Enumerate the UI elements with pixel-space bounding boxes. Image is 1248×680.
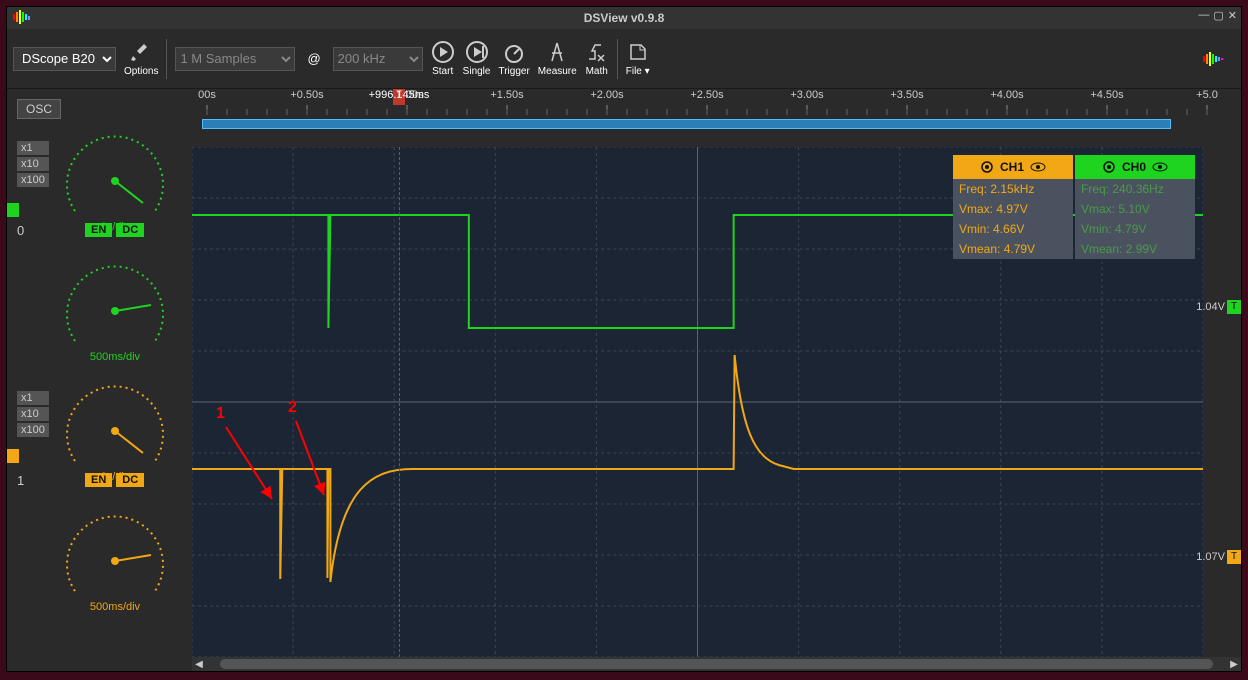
annotation-2: 2	[288, 399, 297, 417]
osc-mode-button[interactable]: OSC	[17, 99, 61, 119]
trigger-button[interactable]: Trigger	[498, 40, 529, 77]
app-logo-icon	[13, 10, 31, 24]
ch1-x10-button[interactable]: x10	[17, 407, 49, 421]
right-axis: 1.04V T 1.07V T	[1203, 147, 1241, 657]
samples-select[interactable]: 1 M Samples	[175, 47, 295, 71]
ruler-ticks	[192, 105, 1241, 117]
file-button[interactable]: File ▾	[626, 40, 650, 77]
plot-canvas[interactable]: 0 1 CH1 Freq: 2.15kHz Vmax: 4.97V	[192, 147, 1203, 657]
ch0-number: 0	[17, 223, 24, 238]
ruler-tick: +0.50s	[290, 89, 323, 101]
ch1-vmax: Vmax: 4.97V	[953, 199, 1073, 219]
ch0-tdiv-dial[interactable]: 500ms/div	[65, 261, 165, 361]
math-button[interactable]: Math	[585, 40, 609, 77]
ch0-x100-button[interactable]: x100	[17, 173, 49, 187]
ch1-enable-button[interactable]: EN	[85, 473, 112, 487]
ch1-panel-header: CH1	[953, 155, 1073, 179]
ruler-tick: +3.00s	[790, 89, 823, 101]
at-label: @	[307, 51, 320, 66]
gauge-icon	[502, 40, 526, 64]
ruler-tick: +5.0	[1196, 89, 1218, 101]
ch1-vmean: Vmean: 4.79V	[953, 239, 1073, 259]
toolbar: DScope B20 Options 1 M Samples @ 200 kHz…	[7, 29, 1241, 89]
ch1-tdiv-label: 500ms/div	[65, 601, 165, 613]
scroll-thumb[interactable]	[220, 659, 1213, 669]
ch0-freq: Freq: 240.36Hz	[1075, 179, 1195, 199]
options-button[interactable]: Options	[124, 40, 158, 77]
ch0-coupling-button[interactable]: DC	[116, 223, 144, 237]
start-button[interactable]: Start	[431, 40, 455, 77]
ch0-vmin: Vmin: 4.79V	[1075, 219, 1195, 239]
time-ruler[interactable]: 00s +0.50s +1.00s +1.50s +2.00s +2.50s +…	[192, 89, 1241, 117]
gear-icon[interactable]	[1102, 160, 1116, 174]
ch0-tdiv-label: 500ms/div	[65, 351, 165, 363]
waveform-area: 00s +0.50s +1.00s +1.50s +2.00s +2.50s +…	[192, 89, 1241, 671]
math-icon	[585, 40, 609, 64]
measure-button[interactable]: Measure	[538, 40, 577, 77]
trig-ch0-marker[interactable]: T	[1227, 300, 1241, 314]
cursor-label[interactable]: +996.145msT	[393, 89, 405, 105]
ch1-tdiv-dial[interactable]: 500ms/div	[65, 511, 165, 611]
play-icon	[431, 40, 455, 64]
scroll-right-button[interactable]: ▶	[1227, 659, 1241, 670]
trig-ch1-label: 1.07V	[1196, 551, 1225, 563]
ch0-x1-button[interactable]: x1	[17, 141, 49, 155]
ch1-x100-button[interactable]: x100	[17, 423, 49, 437]
single-icon	[465, 40, 489, 64]
ch1-x1-button[interactable]: x1	[17, 391, 49, 405]
ch1-vmin: Vmin: 4.66V	[953, 219, 1073, 239]
window-title: DSView v0.9.8	[584, 11, 665, 25]
ch0-vmax: Vmax: 5.10V	[1075, 199, 1195, 219]
device-select[interactable]: DScope B20	[13, 47, 116, 71]
annotation-1: 1	[216, 405, 225, 423]
cursor-line[interactable]	[399, 147, 400, 657]
ruler-tick: +4.50s	[1090, 89, 1123, 101]
ruler-tick: +1.50s	[490, 89, 523, 101]
ch0-vdiv-dial[interactable]: 2v/div	[65, 131, 165, 231]
ch0-enable-button[interactable]: EN	[85, 223, 112, 237]
gear-icon[interactable]	[980, 160, 994, 174]
close-button[interactable]: ✕	[1228, 9, 1237, 22]
rate-select[interactable]: 200 kHz	[333, 47, 423, 71]
measurement-panel: CH1 Freq: 2.15kHz Vmax: 4.97V Vmin: 4.66…	[953, 155, 1195, 259]
ch1-coupling-button[interactable]: DC	[116, 473, 144, 487]
horizontal-scrollbar[interactable]: ◀ ▶	[192, 657, 1241, 671]
file-icon	[626, 40, 650, 64]
ch1-number: 1	[17, 473, 24, 488]
wrench-icon	[129, 40, 153, 64]
ch0-vmean: Vmean: 2.99V	[1075, 239, 1195, 259]
maximize-button[interactable]: ▢	[1213, 9, 1223, 22]
title-bar: DSView v0.9.8 — ▢ ✕	[7, 7, 1241, 29]
eye-icon[interactable]	[1030, 162, 1046, 172]
ch0-x10-button[interactable]: x10	[17, 157, 49, 171]
ruler-tick: +3.50s	[890, 89, 923, 101]
sidebar: OSC x1 x10 x100 2v/div 0 EN DC	[7, 89, 192, 671]
eye-icon[interactable]	[1152, 162, 1168, 172]
overview-bar[interactable]	[192, 117, 1241, 135]
ruler-tick: +2.50s	[690, 89, 723, 101]
scroll-left-button[interactable]: ◀	[192, 659, 206, 670]
ch0-panel-header: CH0	[1075, 155, 1195, 179]
ch1-freq: Freq: 2.15kHz	[953, 179, 1073, 199]
compass-icon	[545, 40, 569, 64]
app-logo-icon	[1203, 51, 1225, 67]
ruler-tick: +4.00s	[990, 89, 1023, 101]
trig-ch0-label: 1.04V	[1196, 301, 1225, 313]
overview-range[interactable]	[202, 119, 1171, 129]
ruler-tick: +2.00s	[590, 89, 623, 101]
minimize-button[interactable]: —	[1198, 9, 1209, 22]
ruler-tick: 00s	[198, 89, 216, 101]
trig-ch1-marker[interactable]: T	[1227, 550, 1241, 564]
single-button[interactable]: Single	[463, 40, 491, 77]
ch1-vdiv-dial[interactable]: 2v/div	[65, 381, 165, 481]
